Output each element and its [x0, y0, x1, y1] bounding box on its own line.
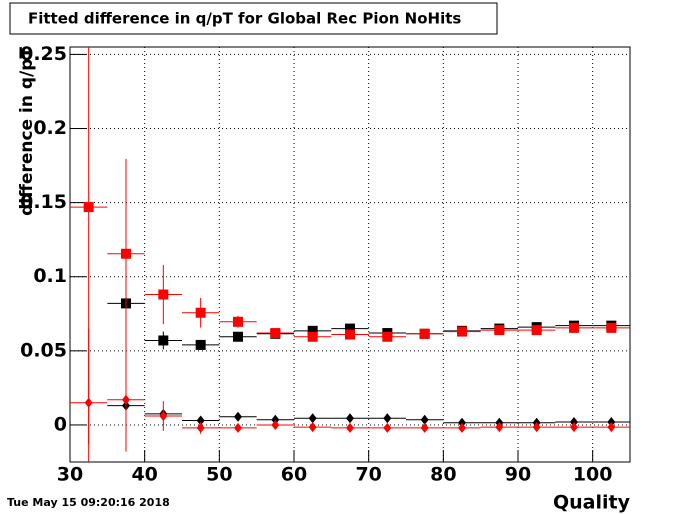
marker	[196, 422, 205, 433]
marker	[121, 248, 131, 259]
marker	[382, 331, 393, 342]
marker	[532, 422, 541, 433]
marker	[233, 316, 243, 327]
marker	[122, 394, 130, 405]
marker	[233, 331, 243, 342]
marker	[195, 339, 206, 350]
x-tick-label: 90	[505, 464, 531, 486]
marker	[383, 413, 392, 424]
timestamp: Tue May 15 09:20:16 2018	[7, 496, 170, 509]
y-axis-label: difference in q/pT	[17, 47, 37, 216]
marker	[607, 416, 616, 427]
marker	[271, 419, 280, 430]
marker	[606, 322, 617, 333]
x-tick-label: 100	[573, 464, 613, 486]
marker	[419, 328, 430, 339]
title-box	[9, 2, 498, 35]
y-tick-label: 0.05	[20, 339, 67, 361]
marker	[196, 415, 205, 426]
marker	[458, 417, 466, 428]
marker	[234, 422, 242, 433]
marker	[308, 413, 317, 424]
x-tick-label: 80	[430, 464, 456, 486]
y-tick-label: 0	[54, 413, 67, 435]
marker	[383, 422, 392, 433]
marker	[84, 397, 93, 408]
marker	[531, 325, 542, 336]
marker	[270, 328, 281, 339]
marker	[158, 289, 169, 300]
x-tick-label: 40	[131, 464, 157, 486]
y-tick-label: 0.2	[33, 117, 67, 139]
x-tick-label: 30	[57, 464, 83, 486]
marker	[458, 422, 466, 433]
marker	[195, 307, 206, 318]
marker	[607, 422, 616, 433]
marker	[158, 335, 169, 346]
marker	[307, 331, 318, 342]
chart-title: Fitted difference in q/pT for Global Rec…	[28, 10, 461, 28]
marker	[494, 325, 505, 336]
marker	[420, 422, 429, 433]
marker	[346, 413, 354, 424]
marker	[457, 326, 467, 337]
plot-frame	[69, 46, 631, 463]
marker	[346, 422, 354, 433]
marker	[159, 411, 168, 422]
marker	[234, 411, 242, 422]
marker	[307, 325, 318, 336]
marker	[345, 323, 355, 334]
marker	[570, 416, 578, 427]
marker	[308, 422, 317, 433]
y-tick-label: 0.1	[33, 265, 67, 287]
marker	[570, 422, 578, 433]
x-tick-label: 70	[355, 464, 381, 486]
marker	[495, 422, 504, 433]
x-tick-label: 60	[281, 464, 307, 486]
marker	[420, 414, 429, 425]
x-axis-label: Quality	[553, 492, 631, 514]
marker	[271, 414, 280, 425]
y-tick-label: 0.15	[20, 191, 67, 213]
marker	[345, 329, 355, 340]
marker	[83, 202, 94, 213]
x-tick-label: 50	[206, 464, 232, 486]
y-tick-label: 0.25	[20, 43, 67, 65]
marker	[569, 322, 579, 333]
